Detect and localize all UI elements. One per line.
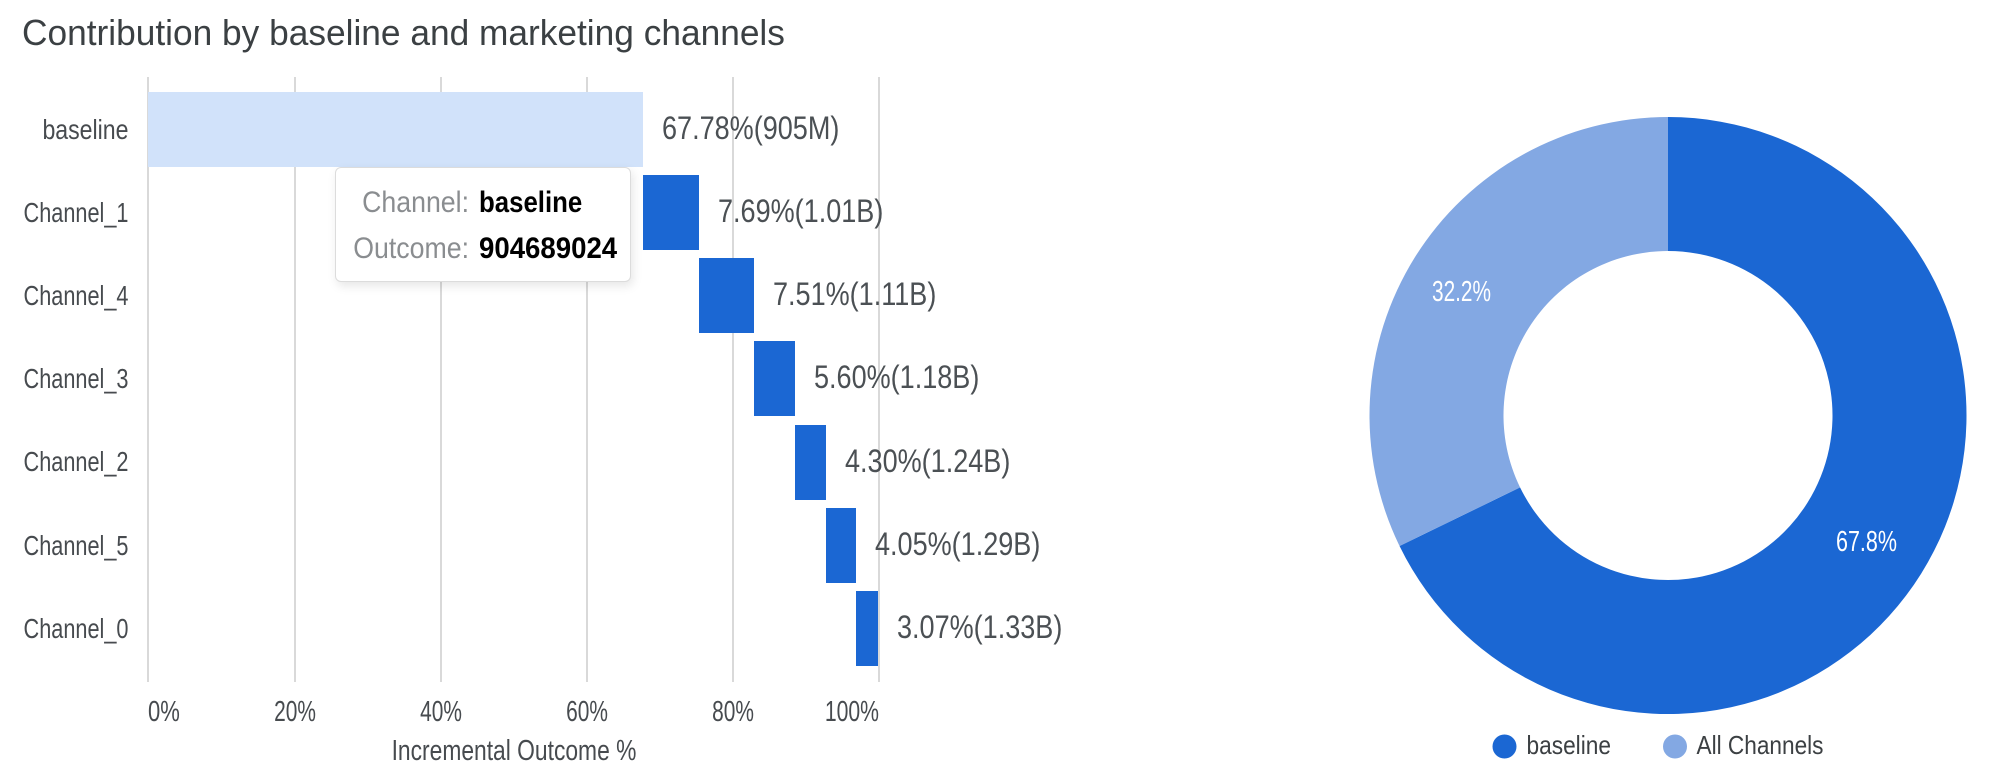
svg-text:67.8%: 67.8% <box>1836 526 1897 558</box>
svg-text:All Channels: All Channels <box>1697 730 1824 760</box>
svg-text:32.2%: 32.2% <box>1432 276 1491 308</box>
svg-text:baseline: baseline <box>1527 730 1612 760</box>
